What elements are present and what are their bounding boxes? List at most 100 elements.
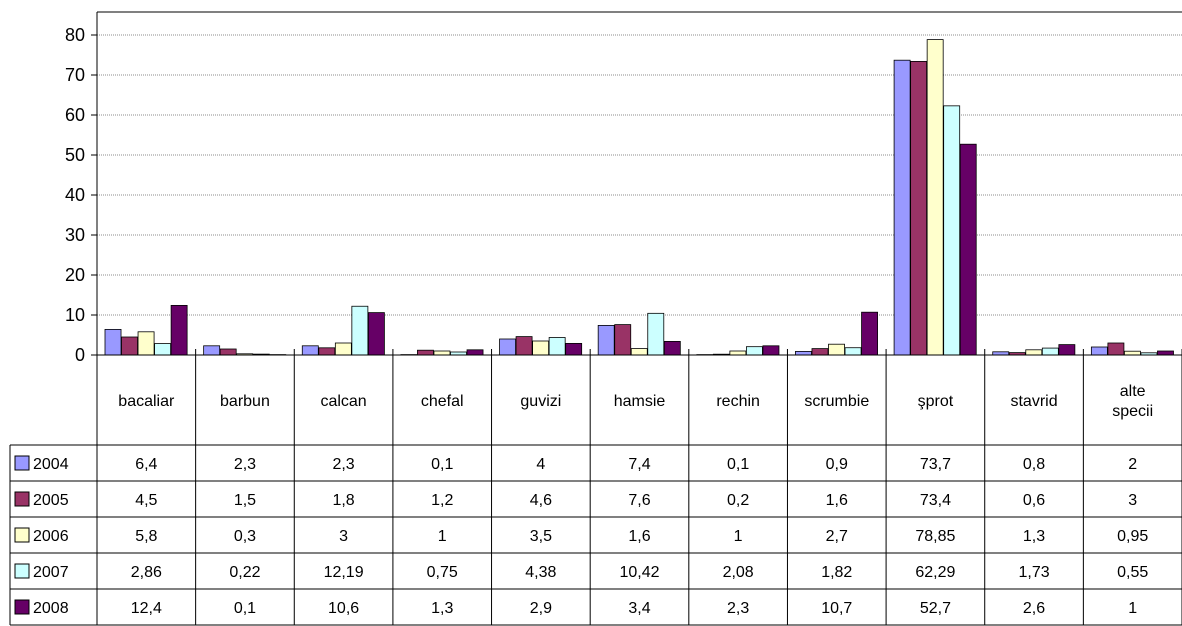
bar: [647, 312, 665, 356]
y-tick-label: 20: [65, 265, 85, 285]
data-label: 73,4: [920, 492, 951, 509]
data-label: 2: [1128, 456, 1137, 473]
data-label: 0,1: [431, 456, 453, 473]
bar: [746, 346, 763, 356]
bar: [762, 345, 780, 356]
bar: [565, 342, 583, 356]
data-label: 0,1: [727, 456, 749, 473]
bar: [811, 348, 829, 356]
y-tick-label: 50: [65, 145, 85, 165]
data-label: 0,75: [427, 564, 458, 581]
legend-label: 2004: [33, 456, 69, 473]
bar: [597, 324, 615, 356]
data-label: 2,86: [131, 564, 162, 581]
bar: [121, 336, 138, 356]
y-tick-label: 0: [75, 345, 85, 365]
y-tick-label: 10: [65, 305, 85, 325]
category-label: şprot: [918, 393, 954, 410]
legend-swatch: [14, 455, 30, 471]
bar: [926, 39, 944, 356]
category-label: bacaliar: [118, 393, 175, 410]
bar: [1107, 342, 1125, 356]
gridlines: [97, 34, 1182, 316]
legend-label: 2005: [33, 492, 69, 509]
data-label: 2,08: [723, 564, 754, 581]
data-label: 1: [1128, 600, 1137, 617]
data-label: 0,8: [1023, 456, 1045, 473]
data-label: 0,9: [826, 456, 848, 473]
data-label: 0,95: [1117, 528, 1148, 545]
data-label: 3: [1128, 492, 1137, 509]
bar: [893, 59, 911, 356]
bar: [318, 347, 336, 356]
bar: [1025, 349, 1043, 356]
data-label: 10,7: [821, 600, 852, 617]
data-table: bacaliar barbun calcan chefal guvizi hamsie re…: [9, 349, 1182, 626]
data-label: 1: [734, 528, 743, 545]
bar: [466, 349, 484, 356]
data-label: 1,2: [431, 492, 453, 509]
y-tick-label: 40: [65, 185, 85, 205]
bar: [729, 350, 747, 356]
bar: [334, 342, 352, 356]
y-axis-ticks: 0 10 20 30 40 50 60 70 80: [65, 25, 85, 365]
data-label: 2,9: [530, 600, 552, 617]
data-label: 5,8: [135, 528, 157, 545]
data-label: 1,6: [826, 492, 848, 509]
bar: [433, 350, 451, 356]
bar: [417, 349, 434, 356]
bar: [943, 105, 961, 356]
bar: [630, 348, 648, 356]
data-label: 2,3: [234, 456, 256, 473]
data-label: 7,4: [628, 456, 650, 473]
bar: [861, 311, 878, 356]
bar: [1157, 350, 1174, 356]
bar: [828, 343, 845, 356]
legend-swatch: [14, 563, 30, 579]
category-label: barbun: [220, 393, 270, 410]
bar: [154, 343, 172, 356]
bar: [219, 348, 237, 356]
data-label: 1,5: [234, 492, 256, 509]
data-label: 12,19: [324, 564, 364, 581]
bar: [351, 305, 369, 356]
category-label: guvizi: [520, 393, 561, 410]
category-label: alte specii: [1112, 383, 1153, 420]
data-label: 1,3: [1023, 528, 1045, 545]
legend-label: 2007: [33, 564, 69, 581]
data-label: 0,3: [234, 528, 256, 545]
category-label: hamsie: [614, 393, 666, 410]
data-label: 0,2: [727, 492, 749, 509]
bar: [614, 324, 632, 356]
data-label: 52,7: [920, 600, 951, 617]
data-label: 2,7: [826, 528, 848, 545]
data-label: 1,6: [628, 528, 650, 545]
y-tick-label: 30: [65, 225, 85, 245]
category-label: chefal: [421, 393, 464, 410]
legend-label: 2008: [33, 600, 69, 617]
bar: [1090, 346, 1108, 356]
category-label: stavrid: [1010, 393, 1057, 410]
data-label: 6,4: [135, 456, 157, 473]
data-label: 0,6: [1023, 492, 1045, 509]
bar: [1041, 347, 1059, 356]
data-label: 12,4: [131, 600, 162, 617]
bar: [1124, 350, 1141, 356]
y-tick-label: 60: [65, 105, 85, 125]
data-label: 3,5: [530, 528, 552, 545]
data-label: 2,3: [332, 456, 354, 473]
bar: [170, 304, 188, 356]
bar: [104, 328, 122, 356]
data-label: 1,3: [431, 600, 453, 617]
category-label: calcan: [320, 393, 366, 410]
bar: [959, 143, 977, 356]
bar: [663, 340, 681, 356]
bar: [203, 345, 221, 356]
data-label: 10,42: [619, 564, 659, 581]
data-label: 62,29: [915, 564, 955, 581]
legend-swatch: [14, 599, 30, 615]
data-label: 0,22: [229, 564, 260, 581]
data-label: 2,3: [727, 600, 749, 617]
data-label: 4,6: [530, 492, 552, 509]
